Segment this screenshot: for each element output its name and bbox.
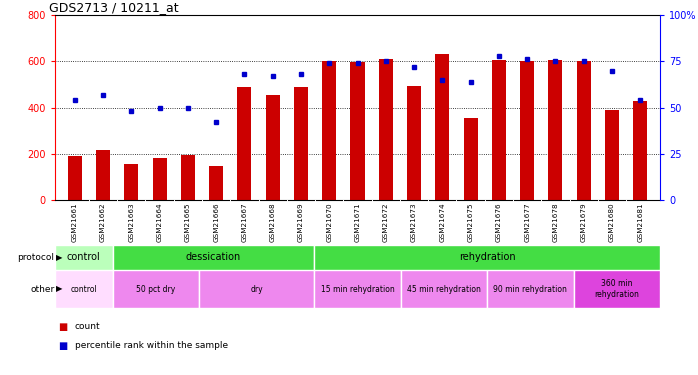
Bar xyxy=(294,87,308,200)
Text: GSM21675: GSM21675 xyxy=(468,202,473,242)
Bar xyxy=(350,62,364,200)
Text: 360 min
rehydration: 360 min rehydration xyxy=(595,279,639,299)
Text: other: other xyxy=(30,285,54,294)
Text: GSM21666: GSM21666 xyxy=(213,202,219,242)
Bar xyxy=(401,270,487,308)
Bar xyxy=(407,86,421,200)
Bar xyxy=(577,61,591,200)
Text: ■: ■ xyxy=(59,322,68,332)
Text: GSM21679: GSM21679 xyxy=(581,202,586,242)
Text: GSM21663: GSM21663 xyxy=(128,202,134,242)
Text: GDS2713 / 10211_at: GDS2713 / 10211_at xyxy=(49,1,179,14)
Text: rehydration: rehydration xyxy=(459,252,515,262)
Text: GSM21665: GSM21665 xyxy=(185,202,191,242)
Bar xyxy=(379,59,393,200)
Text: GSM21662: GSM21662 xyxy=(100,202,106,242)
Text: GSM21670: GSM21670 xyxy=(326,202,332,242)
Bar xyxy=(237,87,251,200)
Text: protocol: protocol xyxy=(17,253,54,262)
Text: 15 min rehydration: 15 min rehydration xyxy=(320,285,394,294)
Bar xyxy=(266,95,280,200)
Bar xyxy=(463,118,477,200)
Text: ■: ■ xyxy=(59,340,68,351)
Text: GSM21669: GSM21669 xyxy=(298,202,304,242)
Bar xyxy=(436,54,450,200)
Bar xyxy=(96,150,110,200)
Bar xyxy=(153,158,167,200)
Bar xyxy=(314,245,660,270)
Text: dry: dry xyxy=(251,285,263,294)
Text: GSM21671: GSM21671 xyxy=(355,202,360,242)
Text: 90 min rehydration: 90 min rehydration xyxy=(493,285,567,294)
Text: GSM21678: GSM21678 xyxy=(552,202,558,242)
Bar xyxy=(487,270,574,308)
Text: GSM21673: GSM21673 xyxy=(411,202,417,242)
Bar xyxy=(633,100,647,200)
Text: ▶: ▶ xyxy=(57,285,63,294)
Bar xyxy=(549,60,563,200)
Bar xyxy=(605,110,619,200)
Text: percentile rank within the sample: percentile rank within the sample xyxy=(75,341,228,350)
Bar xyxy=(209,166,223,200)
Text: GSM21664: GSM21664 xyxy=(156,202,163,242)
Text: GSM21661: GSM21661 xyxy=(72,202,77,242)
Bar xyxy=(124,164,138,200)
Bar xyxy=(520,61,534,200)
Bar xyxy=(199,270,314,308)
Text: GSM21676: GSM21676 xyxy=(496,202,502,242)
Text: GSM21681: GSM21681 xyxy=(637,202,644,242)
Text: 50 pct dry: 50 pct dry xyxy=(136,285,175,294)
Bar xyxy=(68,156,82,200)
Bar xyxy=(314,270,401,308)
Text: GSM21667: GSM21667 xyxy=(242,202,247,242)
Text: ▶: ▶ xyxy=(57,253,63,262)
Bar xyxy=(55,270,112,308)
Bar xyxy=(322,61,336,200)
Text: 45 min rehydration: 45 min rehydration xyxy=(407,285,481,294)
Text: count: count xyxy=(75,322,101,331)
Text: control: control xyxy=(70,285,97,294)
Bar xyxy=(574,270,660,308)
Bar xyxy=(181,155,195,200)
Text: GSM21680: GSM21680 xyxy=(609,202,615,242)
Bar xyxy=(55,245,112,270)
Bar xyxy=(492,60,506,200)
Text: GSM21672: GSM21672 xyxy=(383,202,389,242)
Text: GSM21677: GSM21677 xyxy=(524,202,530,242)
Text: control: control xyxy=(67,252,101,262)
Text: GSM21668: GSM21668 xyxy=(269,202,276,242)
Bar xyxy=(112,270,199,308)
Bar xyxy=(112,245,314,270)
Text: dessication: dessication xyxy=(186,252,241,262)
Text: GSM21674: GSM21674 xyxy=(439,202,445,242)
